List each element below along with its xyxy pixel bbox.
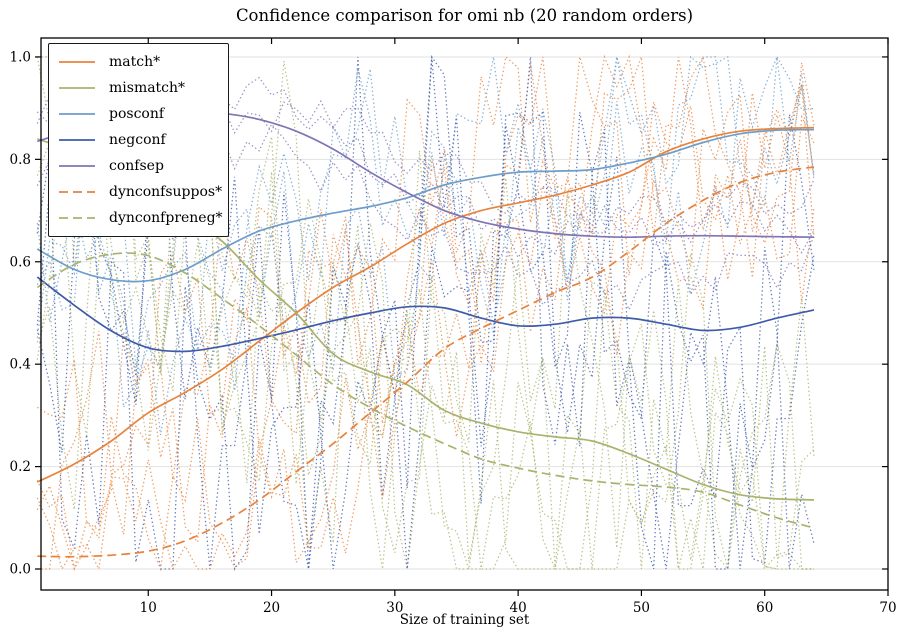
legend-item-dynconfpreneg: dynconfpreneg* [59,205,223,231]
legend-item-dynconfsuppos: dynconfsuppos* [59,179,222,205]
y-tick-label: 0.8 [10,152,31,168]
series-line-dynconfpreneg [36,252,815,529]
legend-label: dynconfpreneg* [109,210,223,226]
legend-line-sample [59,113,95,115]
x-tick-label: 10 [140,600,157,616]
legend-line-sample [59,217,95,219]
run-trace-mismatch [36,56,814,570]
legend-label: match* [109,54,161,70]
series-line-dynconfsuppos [37,166,815,558]
x-tick-label: 20 [263,600,280,616]
series-line-match [36,126,815,483]
x-axis-label: Size of training set [399,612,530,628]
run-trace-dynconfsuppos [36,83,815,572]
legend-line-sample [59,165,95,167]
run-trace-dynconfsuppos [36,62,815,572]
x-tick-label: 50 [633,600,650,616]
run-trace-confsep [36,86,815,259]
y-tick-label: 0.6 [10,254,31,270]
legend-item-match: match* [59,49,216,75]
x-tick-label: 60 [756,600,773,616]
legend-item-mismatch: mismatch* [59,75,216,101]
legend-line-sample [59,87,95,89]
y-tick-label: 0.4 [10,357,31,373]
legend-label: dynconfsuppos* [109,184,223,200]
y-tick-label: 0.0 [10,562,31,578]
x-tick-label: 70 [879,600,896,616]
legend-label: negconf [109,132,166,148]
run-trace-dynconfpreneg [36,71,815,570]
legend-line-sample [59,139,95,141]
legend-item-negconf: negconf [59,127,216,153]
series-line-posconf [36,128,815,283]
legend-label: posconf [109,106,165,122]
y-tick-label: 1.0 [10,49,31,65]
legend-line-sample [59,191,95,193]
x-tick-label: 40 [510,600,527,616]
legend-line-sample [59,61,95,63]
chart-title: Confidence comparison for omi nb (20 ran… [235,6,694,25]
run-trace-match [36,56,815,571]
legend-label: confsep [109,158,164,174]
series-line-negconf [36,276,815,353]
run-trace-mismatch [37,56,815,571]
run-trace-confsep [36,67,815,234]
legend: match* mismatch* posconf negconf confsep dync… [48,43,229,237]
y-tick-label: 0.2 [10,459,31,475]
run-trace-match [37,54,815,570]
legend-item-confsep: confsep [59,153,216,179]
legend-item-posconf: posconf [59,101,216,127]
legend-label: mismatch* [109,80,186,96]
plot-border [40,37,889,591]
x-tick-label: 30 [386,600,403,616]
